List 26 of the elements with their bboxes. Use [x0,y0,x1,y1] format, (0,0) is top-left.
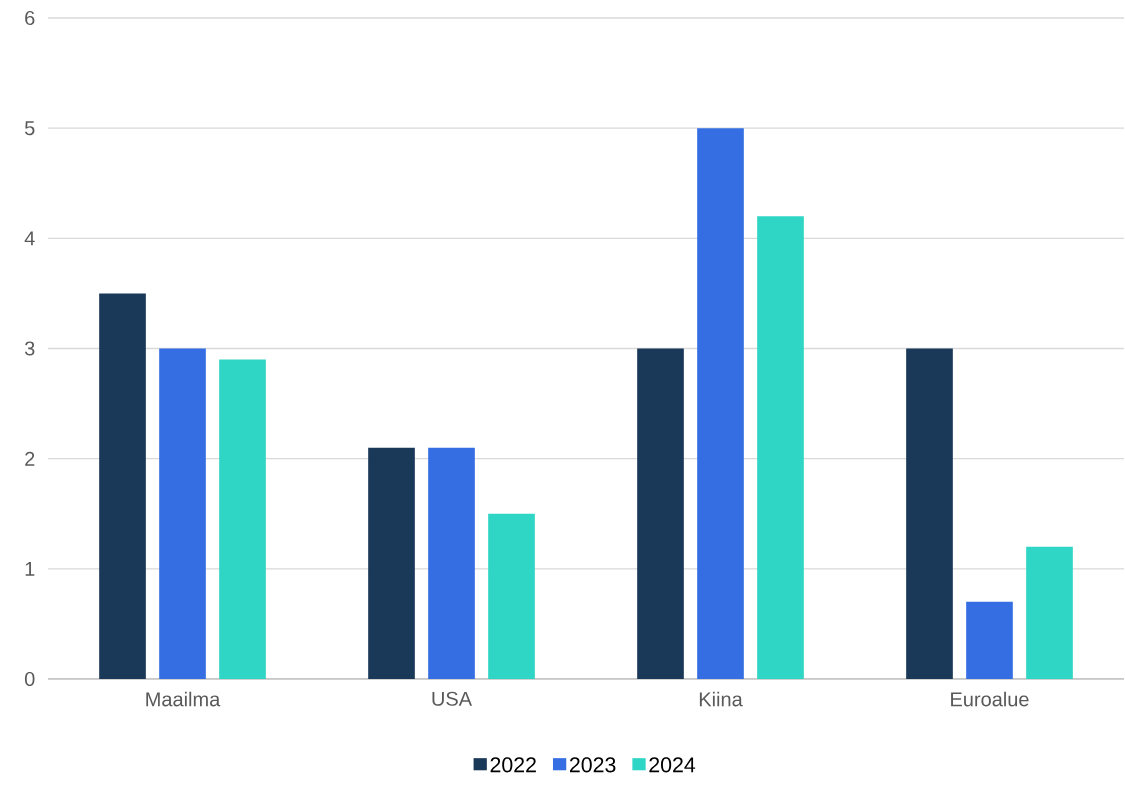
bar [1026,546,1073,679]
y-tick-label: 1 [25,561,35,576]
y-tick-label: 6 [25,10,35,26]
legend-label: 2024 [649,757,696,773]
bar [637,348,684,679]
bar [99,293,146,679]
x-tick-label: USA [432,691,473,706]
bar [159,348,206,679]
y-tick-label: 5 [24,121,35,136]
y-tick-label: 2 [25,451,35,466]
y-tick-label: 3 [24,341,35,356]
x-tick-label: Kiina [699,691,743,707]
x-tick-label: Maailma [146,691,221,707]
bar [219,359,266,679]
bar [757,216,804,679]
y-tick-label: 0 [24,671,35,687]
bar [428,447,475,679]
bar [966,601,1013,679]
x-tick-label: Euroalue [951,691,1029,707]
bar [368,447,415,679]
legend-label: 2023 [569,757,616,773]
legend-label: 2022 [490,757,536,773]
bar [906,348,953,679]
bar [697,128,744,679]
bar [488,513,535,679]
y-tick-label: 4 [24,231,35,246]
